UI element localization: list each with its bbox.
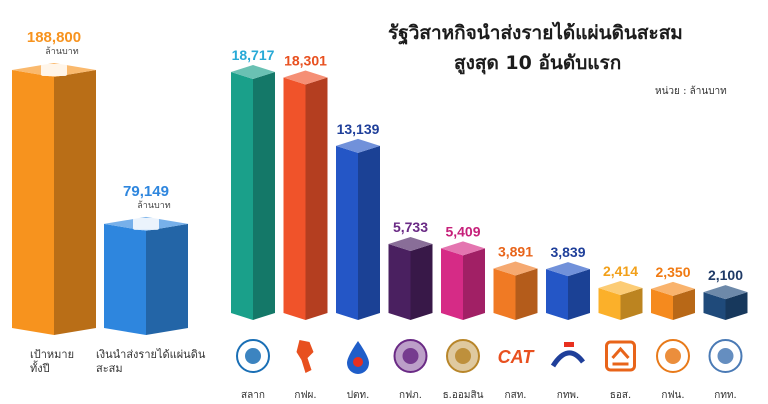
bar-7 xyxy=(546,262,590,320)
left-category-label: ทั้งปี xyxy=(30,360,50,375)
svg-text:CAT: CAT xyxy=(498,347,536,367)
top10-revenue-chart: 18,717 สลาก 18,301 กฟผ. 13,139 ปตท. 5,733 กฟภ. 5… xyxy=(231,47,748,401)
value-label: 2,414 xyxy=(603,263,638,279)
left-category-label: เงินนำส่งรายได้แผ่นดิน xyxy=(96,348,206,361)
egat-map-icon xyxy=(296,340,314,373)
value-label: 5,409 xyxy=(445,223,480,239)
value-label: 3,839 xyxy=(550,244,585,260)
left-unit-label: ล้านบาท xyxy=(137,200,170,211)
value-label: 3,891 xyxy=(498,243,533,259)
ghb-logo-icon xyxy=(605,340,636,372)
category-label: กทพ. xyxy=(557,390,579,401)
exat-logo-icon xyxy=(550,342,585,368)
mea-logo-icon xyxy=(656,339,690,373)
category-label: กฟภ. xyxy=(399,390,422,401)
bar-1 xyxy=(231,65,275,320)
port-logo-icon xyxy=(708,339,743,373)
ptt-drop-icon xyxy=(347,341,369,374)
value-label: 13,139 xyxy=(337,121,380,137)
left-value-label: 188,800 xyxy=(27,29,81,46)
bar-9 xyxy=(651,281,695,320)
chart-title: รัฐวิสาหกิจนำส่งรายได้แผ่นดินสะสม xyxy=(388,22,683,44)
category-label: ธอส. xyxy=(610,390,631,401)
treasury-emblem-icon xyxy=(133,217,159,230)
value-label: 5,733 xyxy=(393,219,428,235)
category-label: กทท. xyxy=(714,390,736,401)
bar-3 xyxy=(336,138,380,320)
bar-6 xyxy=(493,261,538,320)
left-value-label: 79,149 xyxy=(123,183,169,200)
left-bar-1 xyxy=(12,63,96,335)
category-label: ธ.ออมสิน xyxy=(443,390,484,401)
cat-logo-icon: CAT xyxy=(498,347,536,367)
category-label: กฟน. xyxy=(661,390,684,401)
category-label: ปตท. xyxy=(347,390,370,401)
category-label: กฟผ. xyxy=(294,390,316,401)
treasury-emblem-icon xyxy=(41,64,67,76)
left-unit-label: ล้านบาท xyxy=(45,46,78,57)
enterprise-logos: CAT xyxy=(236,339,743,374)
lottery-logo-icon xyxy=(236,339,270,373)
pea-logo-icon xyxy=(393,339,428,373)
bar-4 xyxy=(388,237,433,320)
target-vs-remitted-chart: 188,800ล้านบาทเป้าหมายทั้งปี79,149ล้านบา… xyxy=(12,29,206,375)
left-category-label: สะสม xyxy=(96,362,123,375)
bar-10 xyxy=(703,285,748,320)
left-bar-2 xyxy=(104,216,188,335)
chart-subtitle: สูงสุด 10 อันดับแรก xyxy=(454,52,622,74)
category-label: กสท. xyxy=(505,390,527,401)
bar-2 xyxy=(283,70,328,320)
value-label: 2,350 xyxy=(655,264,690,280)
bar-5 xyxy=(441,241,485,320)
value-label: 2,100 xyxy=(708,267,743,283)
value-label: 18,301 xyxy=(284,53,327,69)
gsb-logo-icon xyxy=(446,339,480,373)
left-category-label: เป้าหมาย xyxy=(30,348,74,361)
bar-8 xyxy=(598,281,643,320)
category-label: สลาก xyxy=(241,390,265,401)
value-label: 18,717 xyxy=(232,47,275,63)
unit-label: หน่วย : ล้านบาท xyxy=(655,86,727,97)
